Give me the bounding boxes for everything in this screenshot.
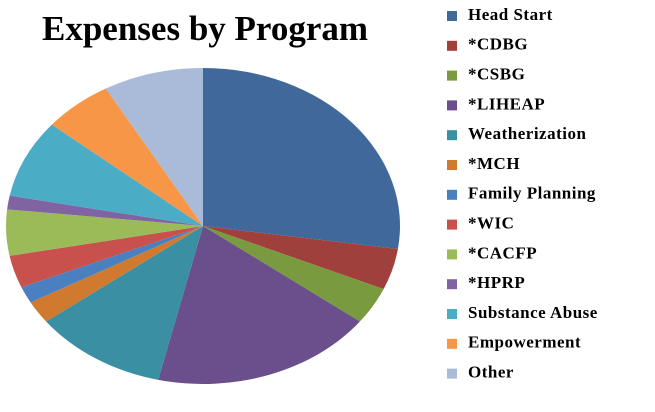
pie-slice <box>203 226 384 322</box>
legend-swatch <box>447 160 457 170</box>
legend-swatch <box>447 70 457 81</box>
legend-swatch <box>447 11 457 21</box>
chart-title: Expenses by Program <box>42 9 368 48</box>
legend-swatch <box>447 40 457 51</box>
legend-swatch <box>447 309 457 319</box>
legend-label: Substance Abuse <box>468 303 598 322</box>
legend-swatch <box>447 100 457 111</box>
pie-slice <box>9 226 204 288</box>
legend-label: *HPRP <box>468 273 525 292</box>
legend-label: Head Start <box>468 5 553 24</box>
legend-label: *CACFP <box>468 243 537 262</box>
legend-label: Family Planning <box>468 184 596 203</box>
legend-label: *CDBG <box>468 35 528 54</box>
legend-swatch <box>447 338 457 349</box>
legend-label: *MCH <box>468 154 520 173</box>
legend-swatch <box>447 249 457 260</box>
legend-label: Other <box>468 363 514 382</box>
pie-slice <box>158 226 360 385</box>
pie-slice <box>30 226 203 322</box>
pie-slice <box>7 195 203 226</box>
legend-label: Weatherization <box>468 124 586 143</box>
legend-label: *WIC <box>468 214 514 233</box>
legend-swatch <box>447 219 457 230</box>
legend-label: Empowerment <box>468 333 581 352</box>
legend-swatch <box>447 189 457 200</box>
pie-slice <box>46 226 204 380</box>
pie-slice <box>6 209 204 256</box>
legend-label: *LIHEAP <box>468 94 545 113</box>
pie-slice <box>51 88 204 226</box>
legend-swatch <box>447 130 457 141</box>
legend-swatch <box>447 368 457 379</box>
pie-slice <box>203 68 400 250</box>
pie-slice <box>21 226 203 303</box>
pie-slice <box>203 226 398 290</box>
pie-slice <box>9 124 203 226</box>
pie-slice <box>105 68 203 226</box>
legend-swatch <box>447 279 457 290</box>
legend-label: *CSBG <box>468 65 525 84</box>
